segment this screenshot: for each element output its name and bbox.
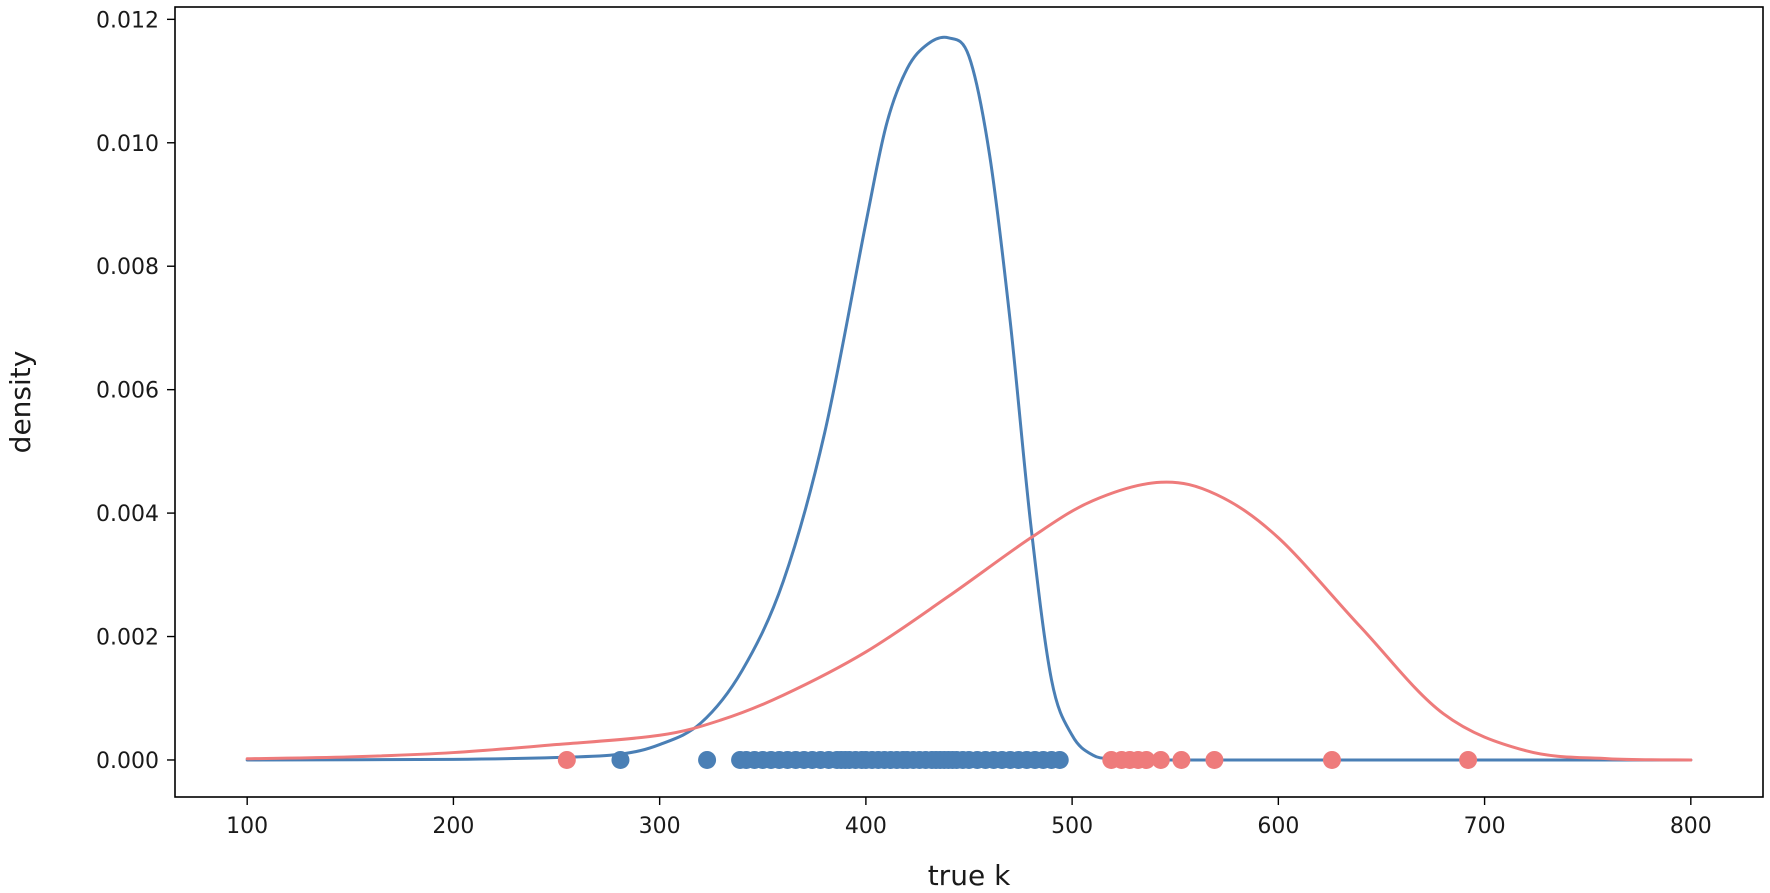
data-point: [1205, 750, 1224, 769]
y-tick-label: 0.004: [96, 502, 159, 527]
y-tick-label: 0.008: [96, 255, 159, 280]
x-axis-title: true k: [928, 859, 1011, 892]
data-point: [557, 750, 576, 769]
x-tick-label: 700: [1464, 814, 1506, 839]
data-point: [1050, 750, 1069, 769]
data-point: [1137, 750, 1156, 769]
x-axis-ticks: 100 200 300 400 500 600 700 800: [226, 797, 1712, 839]
plot-frame: [174, 6, 1764, 798]
y-tick-label: 0.010: [96, 132, 159, 157]
scatter-series-2: [557, 750, 1478, 769]
x-tick-label: 800: [1670, 814, 1712, 839]
y-axis-ticks: 0.000 0.002 0.004 0.006 0.008 0.010 0.012: [96, 8, 175, 774]
series-layer: [245, 35, 1693, 769]
density-curve-2: [245, 480, 1693, 762]
x-tick-label: 200: [432, 814, 474, 839]
x-tick-label: 400: [845, 814, 887, 839]
y-tick-label: 0.000: [96, 749, 159, 774]
data-point: [1172, 750, 1191, 769]
x-tick-label: 300: [639, 814, 681, 839]
data-point: [1459, 750, 1478, 769]
y-tick-label: 0.002: [96, 626, 159, 651]
data-point: [1322, 750, 1341, 769]
x-tick-label: 600: [1257, 814, 1299, 839]
data-point: [698, 750, 717, 769]
scatter-series-1: [611, 750, 1069, 769]
y-tick-label: 0.006: [96, 379, 159, 404]
y-tick-label: 0.012: [96, 8, 159, 33]
data-point: [611, 750, 630, 769]
x-tick-label: 100: [226, 814, 268, 839]
y-axis-title: density: [4, 351, 37, 454]
x-tick-label: 500: [1051, 814, 1093, 839]
data-point: [1151, 750, 1170, 769]
